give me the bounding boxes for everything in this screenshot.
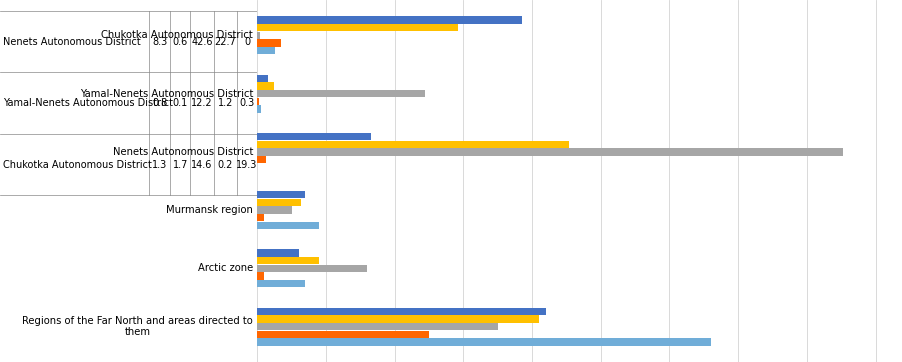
Text: 0.2: 0.2 <box>217 160 233 170</box>
Bar <box>257 148 842 156</box>
Bar <box>257 105 262 113</box>
Text: 8.3: 8.3 <box>152 37 167 47</box>
Bar <box>257 156 265 163</box>
Bar <box>257 222 318 229</box>
Text: 0: 0 <box>244 37 250 47</box>
Bar <box>257 214 264 222</box>
Bar <box>257 75 268 82</box>
Text: 12.2: 12.2 <box>191 98 213 108</box>
Text: Chukotka Autonomous District: Chukotka Autonomous District <box>3 160 152 170</box>
Bar <box>257 47 275 54</box>
Bar <box>257 315 538 323</box>
Bar <box>257 206 291 214</box>
Text: 0.3: 0.3 <box>239 98 254 108</box>
Bar <box>257 24 457 31</box>
Bar <box>257 272 264 280</box>
Bar <box>257 257 318 264</box>
Bar <box>257 140 568 148</box>
Bar <box>257 191 305 198</box>
Bar <box>257 39 281 47</box>
Text: 22.7: 22.7 <box>214 37 235 47</box>
Text: Nenets Autonomous District: Nenets Autonomous District <box>3 37 140 47</box>
Bar <box>257 16 522 24</box>
Text: 0.1: 0.1 <box>172 98 188 108</box>
Text: 0.6: 0.6 <box>172 37 188 47</box>
Bar <box>257 133 371 140</box>
Text: Yamal-Nenets Autonomous District: Yamal-Nenets Autonomous District <box>3 98 172 108</box>
Text: 42.6: 42.6 <box>191 37 213 47</box>
Bar <box>257 308 545 315</box>
Bar <box>257 265 367 272</box>
Bar <box>257 249 299 257</box>
Bar <box>257 82 273 90</box>
Bar <box>257 90 425 97</box>
Text: 1.7: 1.7 <box>172 160 188 170</box>
Text: 1.3: 1.3 <box>152 160 167 170</box>
Text: 14.6: 14.6 <box>191 160 213 170</box>
Bar <box>257 98 259 105</box>
Bar <box>257 331 428 338</box>
Text: 0.8: 0.8 <box>152 98 167 108</box>
Bar <box>257 338 710 346</box>
Bar <box>257 199 301 206</box>
Bar <box>257 32 260 39</box>
Text: 19.3: 19.3 <box>236 160 257 170</box>
Text: 1.2: 1.2 <box>217 98 233 108</box>
Bar <box>257 323 497 330</box>
Bar <box>257 280 305 287</box>
